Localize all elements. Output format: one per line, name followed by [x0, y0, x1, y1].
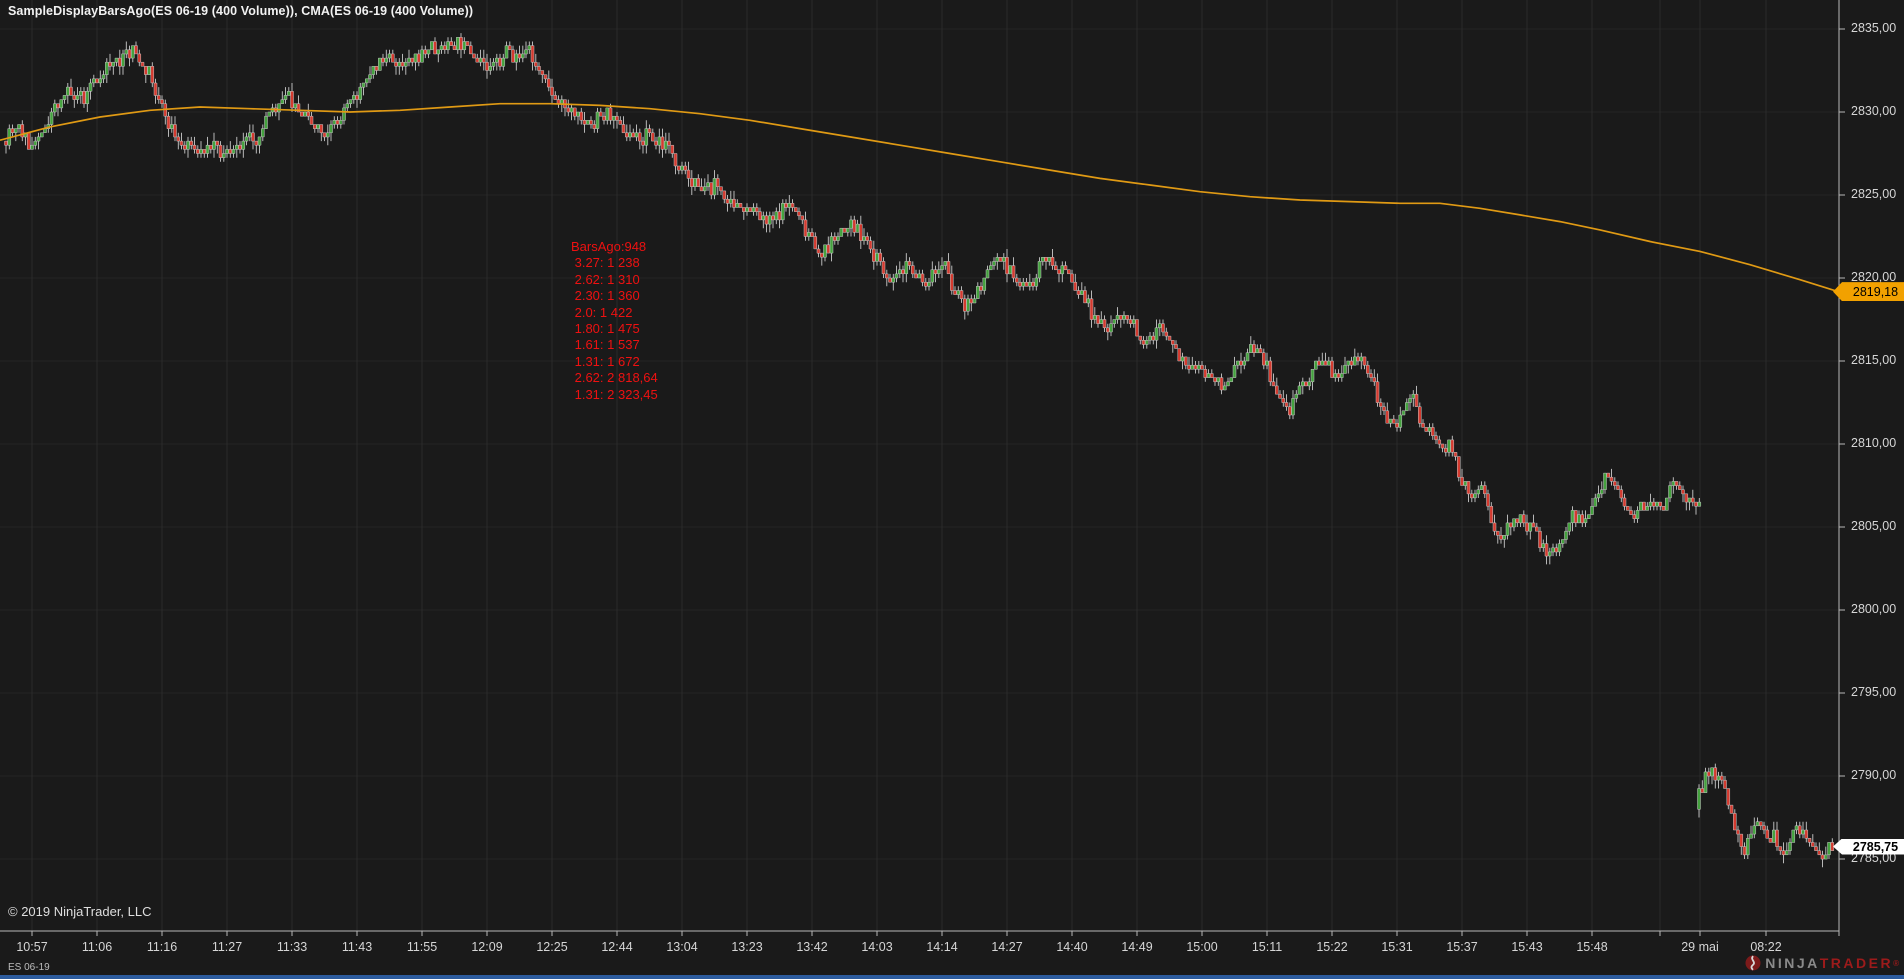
time-axis-label: 13:42 [796, 940, 828, 954]
price-axis-label: 2800,00 [1851, 602, 1897, 616]
price-axis-label: 2810,00 [1851, 436, 1897, 450]
barsago-line: 1.31: 2 323,45 [571, 386, 658, 402]
barsago-line: 2.62: 1 310 [571, 271, 640, 287]
price-axis-label: 2825,00 [1851, 187, 1897, 201]
time-axis-label: 15:43 [1511, 940, 1543, 954]
time-axis-label: 11:55 [406, 940, 438, 954]
cma-price-marker: 2819,18 [1833, 282, 1904, 302]
chart-title: SampleDisplayBarsAgo(ES 06-19 (400 Volum… [8, 4, 474, 18]
barsago-line: 1.80: 1 475 [571, 321, 640, 337]
ninjatrader-logo-icon [1745, 955, 1761, 971]
price-axis-label: 2805,00 [1851, 519, 1897, 533]
time-axis-label: 11:16 [146, 940, 178, 954]
last-price-marker: 2785,75 [1833, 838, 1904, 855]
time-axis-label: 15:00 [1186, 940, 1218, 954]
time-axis-label: 11:43 [341, 940, 373, 954]
instrument-tab-label: ES 06-19 [8, 962, 50, 973]
time-axis-label: 12:44 [601, 940, 633, 954]
time-axis-label: 14:14 [926, 940, 958, 954]
barsago-line: 1.61: 1 537 [571, 337, 640, 353]
price-axis-label: 2830,00 [1851, 104, 1897, 118]
time-axis-label: 14:27 [991, 940, 1023, 954]
price-axis-label: 2790,00 [1851, 768, 1897, 782]
price-axis-label: 2820,00 [1851, 270, 1897, 284]
barsago-line: 2.0: 1 422 [571, 304, 633, 320]
time-axis-label: 14:03 [861, 940, 893, 954]
barsago-line: BarsAgo:948 [571, 239, 647, 254]
window-bottom-border [0, 975, 1904, 979]
price-axis-label: 2815,00 [1851, 353, 1897, 367]
time-axis-label: 10:57 [16, 940, 48, 954]
logo-text-trader: TRADER [1819, 955, 1894, 971]
barsago-line: 2.62: 2 818,64 [571, 370, 658, 386]
time-axis-label: 15:11 [1251, 940, 1283, 954]
barsago-line: 3.27: 1 238 [571, 255, 640, 271]
time-axis-label: 14:49 [1121, 940, 1153, 954]
time-axis-label: 15:37 [1446, 940, 1478, 954]
time-axis-label: 11:33 [276, 940, 308, 954]
time-axis-label: 11:06 [81, 940, 113, 954]
time-axis-label: 11:27 [211, 940, 243, 954]
logo-registered-mark: ® [1893, 958, 1899, 968]
time-axis-label: 12:09 [471, 940, 503, 954]
copyright-label: © 2019 NinjaTrader, LLC [8, 904, 152, 919]
price-axis-label: 2795,00 [1851, 685, 1897, 699]
ninjatrader-logo: NINJA TRADER ® [1745, 955, 1899, 971]
barsago-line: 2.30: 1 360 [571, 288, 640, 304]
price-axis-label: 2835,00 [1851, 21, 1897, 35]
time-axis-label: 14:40 [1056, 940, 1088, 954]
time-axis-label: 29 mai [1681, 940, 1719, 954]
barsago-line: 1.31: 1 672 [571, 353, 640, 369]
time-axis-label: 12:25 [536, 940, 568, 954]
logo-text-ninja: NINJA [1765, 955, 1820, 971]
time-axis-label: 08:22 [1750, 940, 1782, 954]
time-axis-label: 13:23 [731, 940, 763, 954]
instrument-tab[interactable]: ES 06-19 [8, 962, 50, 973]
time-axis-label: 15:48 [1576, 940, 1608, 954]
time-axis-label: 15:31 [1381, 940, 1413, 954]
barsago-annotation: BarsAgo:948 3.27: 1 238 2.62: 1 310 2.30… [571, 239, 658, 403]
time-axis-label: 13:04 [666, 940, 698, 954]
time-axis-label: 15:22 [1316, 940, 1348, 954]
